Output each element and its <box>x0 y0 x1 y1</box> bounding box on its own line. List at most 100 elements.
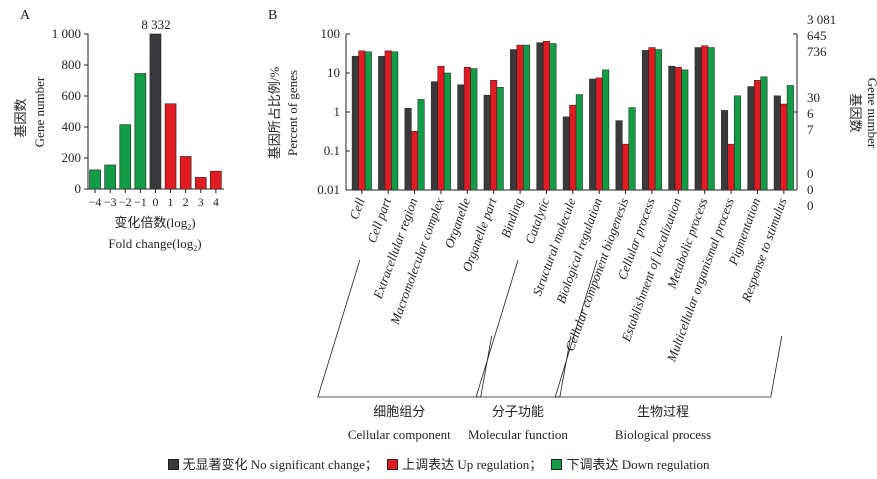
legend-swatch-none <box>167 459 179 470</box>
x-tick-label: −1 <box>134 195 147 209</box>
bar-down <box>628 107 636 191</box>
y-tick-label: 10 <box>327 65 340 80</box>
group-bracket <box>475 259 572 398</box>
y-tick-label: 600 <box>62 88 82 103</box>
bar-none <box>510 49 518 191</box>
group-label-cn: 细胞组分 <box>373 404 425 419</box>
bar-none <box>615 120 623 191</box>
bar-none <box>641 50 649 191</box>
y-tick-label: 1 000 <box>52 26 81 41</box>
bar-down <box>549 43 557 191</box>
y-tick-label: 400 <box>62 119 82 134</box>
bar-up <box>490 80 498 191</box>
bar-up <box>569 104 577 191</box>
group-label-cn: 生物过程 <box>637 404 689 419</box>
x-tick-label: 2 <box>183 195 189 209</box>
bar-down <box>681 69 689 191</box>
bar-down <box>654 49 662 191</box>
bar-up <box>358 50 366 191</box>
bar-none <box>430 81 438 191</box>
bar <box>149 33 162 190</box>
x-tick-label: −2 <box>119 195 132 209</box>
panel-b-ylabel-en: Percent of genes <box>285 70 300 156</box>
legend-label-en: Down regulation <box>621 457 710 472</box>
bar-down <box>760 76 768 191</box>
bar-up <box>753 80 761 191</box>
x-tick-label: Cell part <box>364 196 394 245</box>
panel-a-ylabel-cn: 基因数 <box>13 98 28 137</box>
x-tick-label: 1 <box>168 195 174 209</box>
group-label-en: Cellular component <box>348 427 451 442</box>
category-groups: 细胞组分 Cellular component 分子功能 Molecular func… <box>317 259 783 442</box>
legend: 无显著变化 No significant change； 上调表达 Up reg… <box>0 454 877 473</box>
bar-none <box>351 55 359 191</box>
y-tick-label: 1 <box>334 104 341 119</box>
panel-b-chart: B 基因所占比例/% Percent of genes 基因数 Gene num… <box>267 8 877 442</box>
right-tick-label: 3 081 <box>807 12 836 27</box>
y-tick-label: 0.1 <box>324 143 340 158</box>
right-tick-label: 645 <box>807 28 827 43</box>
bar-up <box>437 65 445 191</box>
bar <box>119 124 132 190</box>
right-tick-label: 6 <box>807 106 814 121</box>
bar <box>179 156 192 190</box>
bar-up <box>622 143 630 191</box>
right-tick-label: 0 <box>807 198 814 213</box>
right-tick-label: 0 <box>807 166 814 181</box>
bar-up <box>674 67 682 191</box>
bar <box>104 164 116 190</box>
bar-none <box>589 78 597 191</box>
legend-label-cn: 上调表达 <box>402 457 455 472</box>
legend-swatch-down <box>551 459 563 470</box>
y-tick-label: 0 <box>75 181 82 196</box>
bar-up <box>780 103 788 191</box>
legend-label-cn: 无显著变化 <box>182 457 248 472</box>
bar-none <box>694 47 702 191</box>
panel-a-ylabel-en: Gene number <box>32 76 47 147</box>
x-tick-label: 4 <box>213 195 219 209</box>
bar-none <box>378 55 386 191</box>
bar-none <box>721 110 729 191</box>
bar-down <box>575 94 583 191</box>
bar-none <box>457 84 465 191</box>
bar <box>210 170 222 190</box>
bar-down <box>496 87 504 191</box>
bar-down <box>523 44 531 191</box>
bar-none <box>747 86 755 191</box>
x-tick-label: Catalytic <box>522 196 552 246</box>
x-tick-label: −4 <box>89 195 102 209</box>
x-tick-label: −3 <box>104 195 117 209</box>
bar-up <box>516 44 524 191</box>
legend-item-down: 下调表达 Down regulation <box>551 454 709 473</box>
bar-up <box>727 143 735 191</box>
right-tick-label: 0 <box>807 182 814 197</box>
bar-down <box>364 51 372 191</box>
y-tick-label: 0.01 <box>317 182 340 197</box>
data-label: 8 332 <box>141 17 170 32</box>
x-tick-label: 3 <box>198 195 204 209</box>
bar-up <box>648 47 656 191</box>
group-label-en: Biological process <box>615 427 711 442</box>
right-tick-label: 7 <box>807 122 814 137</box>
bar-none <box>404 107 412 191</box>
bar-none <box>668 65 676 191</box>
panel-b-right-label-cn: 基因数 <box>848 93 863 132</box>
bar-down <box>470 68 478 191</box>
bar-down <box>707 47 715 191</box>
bar-up <box>701 45 709 191</box>
bar-down <box>391 51 399 191</box>
x-tick-label: Binding <box>498 195 526 239</box>
y-tick-label: 800 <box>62 57 82 72</box>
bar-down <box>734 95 742 191</box>
bar-down <box>602 69 610 191</box>
legend-swatch-up <box>387 459 399 470</box>
legend-item-up: 上调表达 Up regulation； <box>387 454 542 473</box>
panel-b-letter: B <box>268 8 277 23</box>
bar <box>89 169 101 190</box>
bar-up <box>595 77 603 191</box>
y-tick-label: 200 <box>62 150 82 165</box>
right-tick-label: 736 <box>807 44 827 59</box>
panel-a-xlabel-en: Fold change(log2) <box>108 236 201 253</box>
legend-label-en: No significant change <box>250 457 365 472</box>
bar-up <box>411 131 419 191</box>
